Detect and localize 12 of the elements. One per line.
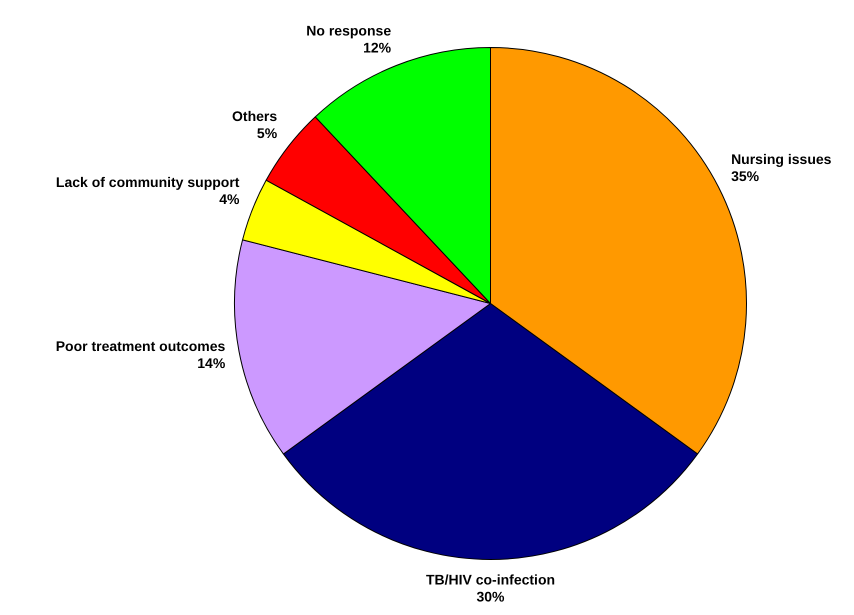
data-label: 14% — [197, 355, 226, 372]
data-label: 4% — [219, 191, 240, 208]
slice-label: TB/HIV co-infection — [426, 572, 556, 588]
data-label: 30% — [476, 588, 506, 604]
slice-label: No response — [306, 22, 392, 38]
slice-label: Poor treatment outcomes — [56, 338, 226, 354]
slice-label: Lack of community support — [56, 174, 240, 190]
data-label: 35% — [731, 168, 760, 184]
data-label: 12% — [363, 39, 392, 56]
slice-label: Others — [232, 108, 278, 124]
data-label: 5% — [256, 125, 278, 142]
slice-label: Nursing issues — [731, 150, 832, 167]
